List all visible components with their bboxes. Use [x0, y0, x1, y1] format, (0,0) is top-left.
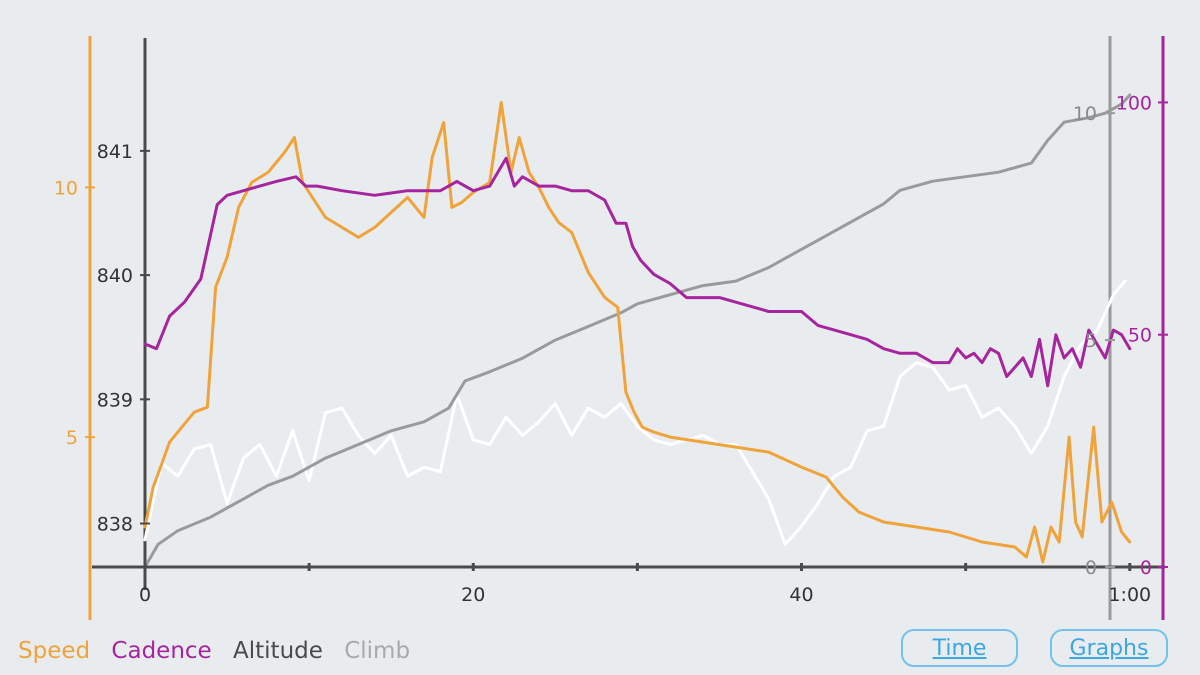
cadence-tick-label: 0 [1140, 557, 1152, 579]
legend-cadence: Cadence [111, 638, 212, 664]
legend-altitude: Altitude [233, 638, 323, 664]
series-cadence-line [143, 156, 1132, 388]
x-tick-label: 40 [789, 584, 813, 606]
x-tick-label: 0 [139, 584, 151, 606]
series-climb-line [143, 93, 1132, 569]
speed-tick-label: 5 [66, 427, 78, 449]
altitude-tick-label: 841 [97, 141, 133, 163]
graphs-button[interactable]: Graphs [1050, 629, 1168, 667]
legend-climb: Climb [344, 638, 411, 664]
climb-tick-label: 10 [1073, 103, 1097, 125]
x-tick-label: 20 [461, 584, 485, 606]
altitude-tick-label: 838 [97, 514, 133, 536]
climb-tick-label: 5 [1085, 330, 1097, 352]
series-altitude-trace-line [143, 279, 1127, 546]
speed-tick-label: 10 [54, 177, 78, 199]
time-button[interactable]: Time [901, 629, 1018, 667]
cadence-tick-label: 100 [1116, 92, 1152, 114]
altitude-tick-label: 839 [97, 389, 133, 411]
x-tick-label: 1:00 [1108, 584, 1151, 606]
legend: Speed Cadence Altitude Climb [18, 638, 424, 664]
cadence-tick-label: 50 [1128, 325, 1152, 347]
series-speed-line [143, 101, 1132, 564]
climb-tick-label: 0 [1085, 557, 1097, 579]
legend-speed: Speed [18, 638, 91, 664]
altitude-tick-label: 840 [97, 265, 133, 287]
